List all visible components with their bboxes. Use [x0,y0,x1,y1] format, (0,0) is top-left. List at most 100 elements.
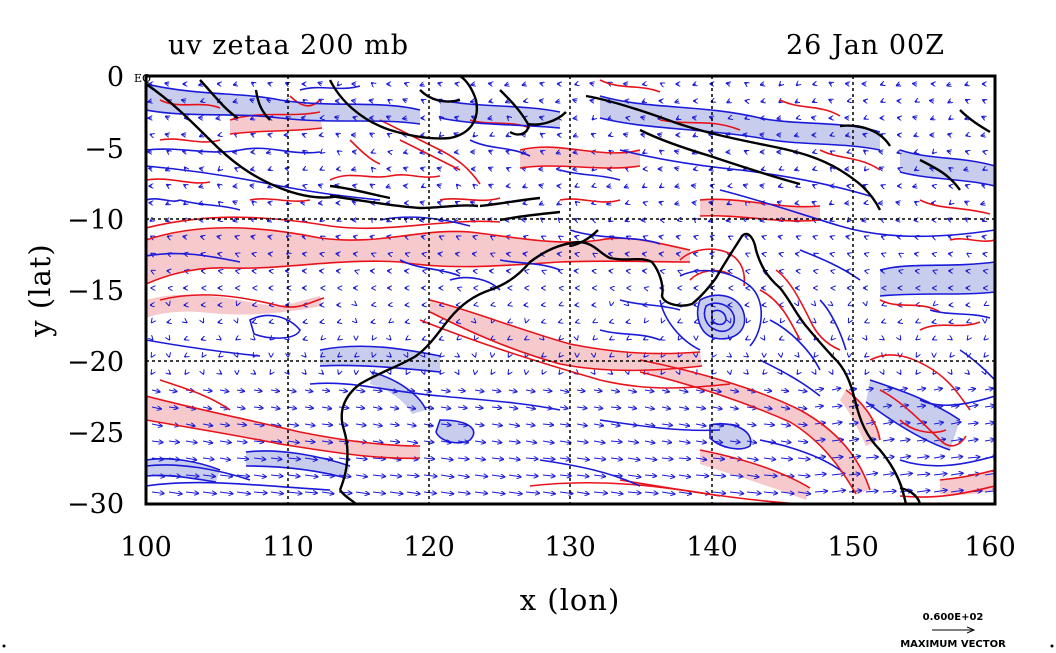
x-tick-label: 160 [964,532,1016,563]
wind-vector-arrow [643,186,645,187]
wind-vector-arrow [745,83,747,84]
wind-vector-arrow [489,185,492,186]
wind-vector-arrow [795,169,798,170]
wind-vector-arrow [743,134,747,135]
wind-vector-arrow [593,458,605,459]
wind-vector-arrow [661,458,672,459]
wind-vector-arrow [813,169,815,170]
wind-vector-arrow [967,439,978,441]
wind-vector-arrow [235,168,237,169]
wind-vector-arrow [730,356,731,357]
wind-vector-arrow [644,390,653,391]
wind-vector-arrow [440,424,451,425]
y-tick-label: −30 [67,489,124,520]
wind-vector-arrow [372,219,373,220]
wind-vector-arrow [644,492,657,493]
wind-vector-arrow [303,169,305,170]
wind-vector-arrow [251,219,254,220]
wind-vector-arrow [542,492,555,494]
wind-vector-arrow [322,373,323,374]
wind-vector-arrow [882,389,891,390]
wind-vector-arrow [916,490,929,492]
wind-vector-arrow [184,185,186,186]
wind-vector-arrow [882,473,894,475]
wind-vector-arrow [270,424,281,426]
wind-vector-arrow [440,390,450,391]
wind-vector-arrow [695,458,706,460]
wind-vector-arrow [474,135,475,136]
wind-vector-arrow [287,492,301,494]
wind-vector-arrow [678,424,689,426]
wind-vector-arrow [593,492,607,493]
wind-vector-arrow [372,458,385,459]
wind-vector-arrow [541,134,543,135]
wind-vector-arrow [335,117,339,118]
wind-vector-arrow [915,169,917,170]
wind-vector-arrow [712,390,721,392]
wind-vector-arrow [269,169,271,170]
wind-vector-arrow [456,83,458,84]
wind-vector-arrow [202,390,212,391]
wind-vector-arrow [780,492,794,494]
wind-vector-arrow [508,373,509,374]
wind-vector-arrow [763,424,774,425]
wind-vector-arrow [574,152,577,153]
wind-vector-arrow [830,83,832,84]
wind-vector-arrow [319,100,322,101]
wind-vector-arrow [627,492,640,493]
wind-vector-arrow [709,151,713,152]
wind-vector-arrow [864,185,866,186]
wind-vector-arrow [899,440,910,441]
wind-vector-arrow [423,458,434,459]
wind-vector-arrow [455,117,458,118]
wind-vector-arrow [882,422,892,424]
wind-vector-arrow [491,373,492,374]
wind-vector-arrow [236,424,246,425]
wind-vector-arrow [609,220,611,221]
wind-vector-arrow [457,475,469,477]
wind-vector-arrow [712,492,725,493]
wind-vector-arrow [372,492,385,494]
wind-vector-arrow [321,475,334,476]
wind-vector-arrow [387,220,390,221]
wind-vector-arrow [542,441,554,443]
wind-vector-arrow [813,185,815,186]
wind-vector-arrow [966,185,968,186]
wind-vector-arrow [355,390,364,391]
wind-vector-arrow [610,151,611,152]
wind-vector-arrow [321,169,322,170]
wind-vector-arrow [948,151,951,152]
wind-vector-arrow [797,492,810,494]
wind-vector-arrow [660,151,662,152]
wind-vector-arrow [949,168,951,169]
wind-vector-arrow [353,202,356,203]
wind-vector-arrow [506,101,509,102]
wind-vector-arrow [678,492,691,494]
wind-vector-arrow [148,101,152,102]
wind-vector-arrow [780,458,792,459]
wind-vector-arrow [865,356,866,357]
wind-vector-arrow [168,407,177,408]
wind-vector-arrow [372,407,381,409]
wind-vector-arrow [219,202,220,203]
wind-vector-arrow [523,84,526,85]
wind-vector-arrow [814,406,823,407]
wind-vector-arrow [200,135,203,136]
wind-vector-arrow [795,135,798,136]
wind-vector-arrow [916,388,925,390]
wind-vector-arrow [576,441,588,442]
wind-vector-arrow [678,390,687,392]
wind-vector-arrow [388,100,390,101]
wind-vector-arrow [813,152,815,153]
wind-vector-arrow [372,441,383,443]
wind-vector-arrow [693,84,696,85]
wind-vector-arrow [389,441,399,442]
wind-vector-arrow [440,356,441,357]
wind-vector-arrow [949,118,951,119]
wind-vector-arrow [438,168,441,169]
wind-vector-arrow [968,373,969,374]
wind-vector-arrow [252,202,254,203]
lat-lon-grid [146,76,995,504]
wind-vector-arrow [304,458,317,460]
wind-vector-arrow [423,441,433,442]
